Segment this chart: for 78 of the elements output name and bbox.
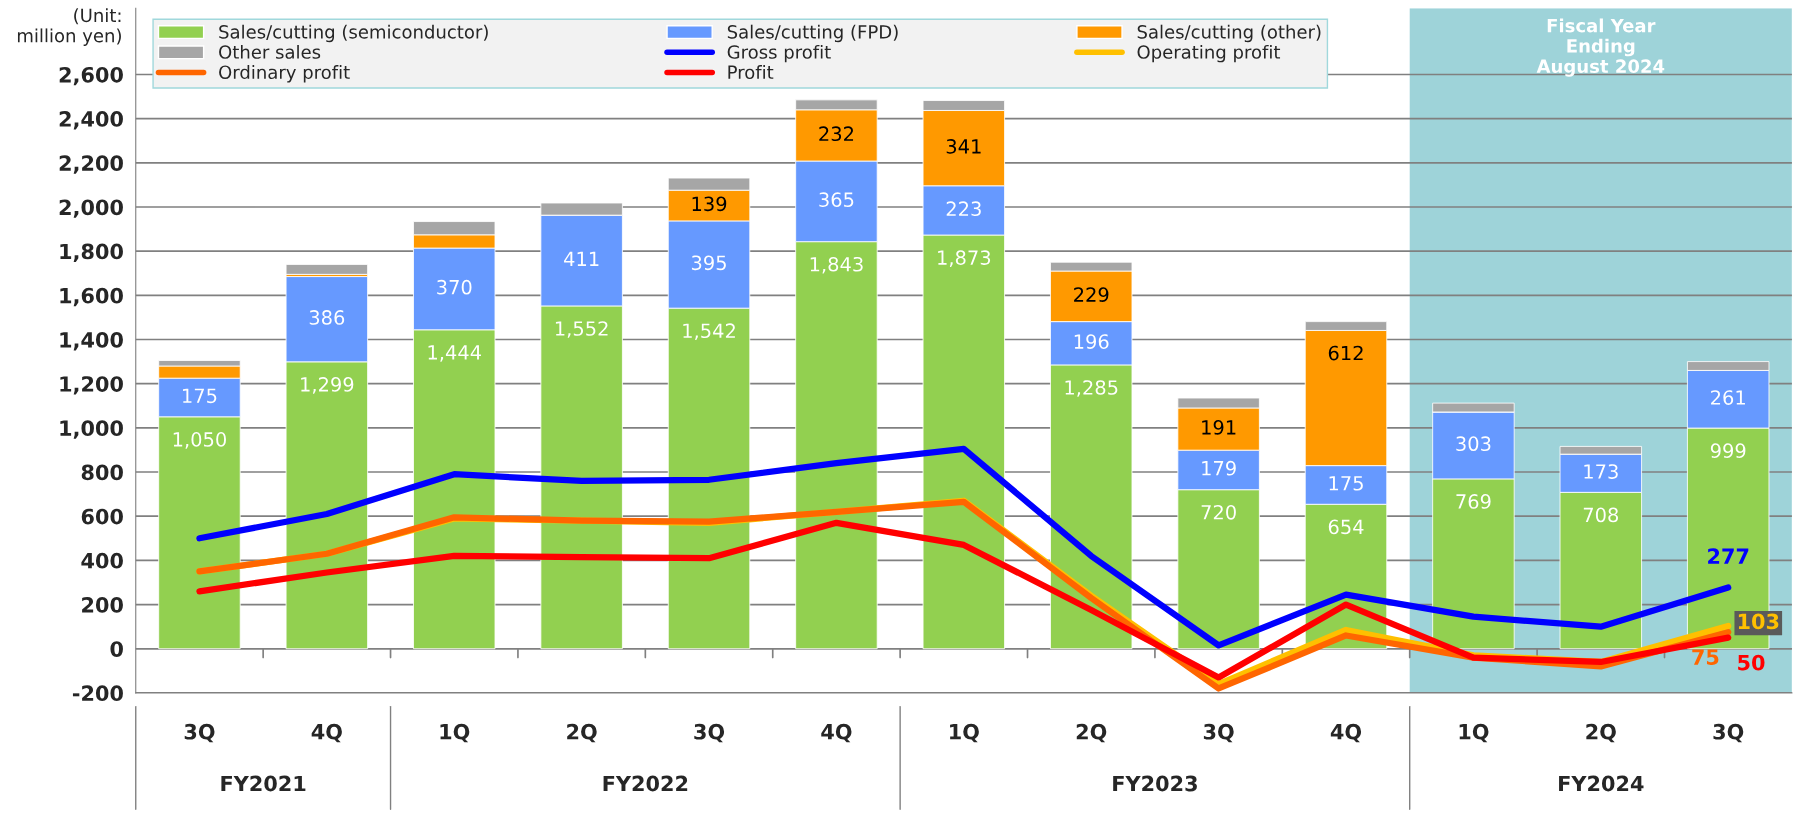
- data-label: 370: [437, 279, 472, 295]
- y-tick-label: 800: [81, 464, 123, 481]
- data-label: 75: [1692, 649, 1719, 665]
- data-label: 103: [1738, 613, 1779, 630]
- text: FY2022: [603, 775, 688, 792]
- legend-label: Gross profit: [727, 44, 831, 63]
- data-label: 303: [1456, 436, 1491, 452]
- data-label: 196: [1074, 334, 1109, 349]
- data-label: 411: [564, 251, 599, 266]
- y-tick-label: 2,200: [59, 155, 123, 174]
- y-tick-label: 400: [81, 552, 123, 569]
- y-tick-label: 2,600: [59, 66, 123, 86]
- data-label: 654: [1328, 519, 1364, 535]
- data-label: 179: [1202, 460, 1236, 476]
- x-tick-label: 2Q: [1586, 723, 1616, 743]
- data-label: 223: [946, 201, 981, 217]
- annotation: Fiscal Year Ending August 2024: [1536, 18, 1665, 77]
- text: FY2023: [1113, 775, 1197, 792]
- data-label: 50: [1738, 654, 1765, 671]
- legend-label: Sales/cutting (other): [1137, 24, 1321, 43]
- text: FY2024: [1559, 775, 1644, 792]
- y-tick-label: 2,000: [59, 199, 123, 218]
- y-tick-label: 2,400: [59, 111, 123, 130]
- x-tick-label: 3Q: [1203, 723, 1234, 743]
- data-label: 708: [1583, 507, 1619, 523]
- data-label: 191: [1202, 420, 1236, 435]
- legend-label: Profit: [728, 65, 774, 80]
- data-label: 769: [1456, 494, 1491, 509]
- y-tick-label: 1,000: [60, 420, 123, 439]
- text: FY2021: [221, 775, 306, 792]
- y-tick-label: 1,400: [60, 331, 123, 351]
- data-label: 1,285: [1065, 380, 1118, 397]
- data-label: 175: [183, 388, 217, 404]
- data-label: 395: [691, 255, 726, 271]
- data-label: 1,552: [555, 321, 608, 338]
- y-tick-label: 0: [110, 641, 123, 657]
- x-tick-label: 1Q: [440, 723, 470, 743]
- y-tick-label: -200: [72, 685, 123, 702]
- data-label: 720: [1201, 504, 1236, 520]
- legend-label: Ordinary profit: [219, 65, 350, 83]
- x-tick-label: 3Q: [1713, 723, 1744, 743]
- legend-label: Operating profit: [1137, 44, 1281, 63]
- data-label: 612: [1328, 345, 1363, 361]
- data-label: 386: [309, 310, 345, 325]
- x-tick-label: 4Q: [311, 723, 342, 743]
- x-tick-label: 3Q: [694, 723, 725, 743]
- x-tick-label: 1Q: [950, 723, 979, 743]
- x-tick-label: 3Q: [184, 723, 215, 743]
- y-tick-label: 1,800: [60, 243, 123, 263]
- data-label: 365: [819, 192, 854, 207]
- data-label: 1,542: [683, 323, 735, 341]
- y-tick-label: 1,200: [60, 376, 123, 395]
- legend-label: Sales/cutting (FPD): [727, 24, 898, 43]
- data-label: 1,050: [173, 432, 226, 449]
- data-label: 261: [1711, 390, 1745, 405]
- y-axis-title: (Unit: million yen): [17, 8, 121, 46]
- data-label: 1,873: [938, 250, 991, 267]
- data-label: 277: [1708, 548, 1749, 564]
- x-tick-label: 1Q: [1459, 723, 1489, 743]
- x-tick-label: 4Q: [1330, 723, 1362, 743]
- data-label: 1,843: [810, 256, 863, 274]
- data-label: 139: [692, 196, 727, 212]
- y-tick-label: 600: [81, 508, 123, 525]
- x-tick-label: 2Q: [1076, 723, 1107, 743]
- data-label: 173: [1584, 464, 1618, 479]
- data-label: 232: [819, 126, 854, 142]
- x-tick-label: 2Q: [567, 723, 597, 743]
- data-label: 175: [1329, 476, 1363, 491]
- x-tick-label: 4Q: [821, 723, 852, 743]
- data-label: 1,444: [428, 345, 481, 362]
- data-label: 1,299: [301, 377, 354, 394]
- y-tick-label: 1,600: [60, 287, 123, 307]
- legend-label: Other sales: [219, 44, 321, 59]
- legend-label: Sales/cutting (semiconductor): [219, 24, 488, 43]
- y-tick-label: 200: [82, 597, 123, 613]
- data-label: 229: [1074, 287, 1109, 302]
- data-label: 341: [946, 139, 981, 154]
- data-label: 999: [1710, 443, 1746, 459]
